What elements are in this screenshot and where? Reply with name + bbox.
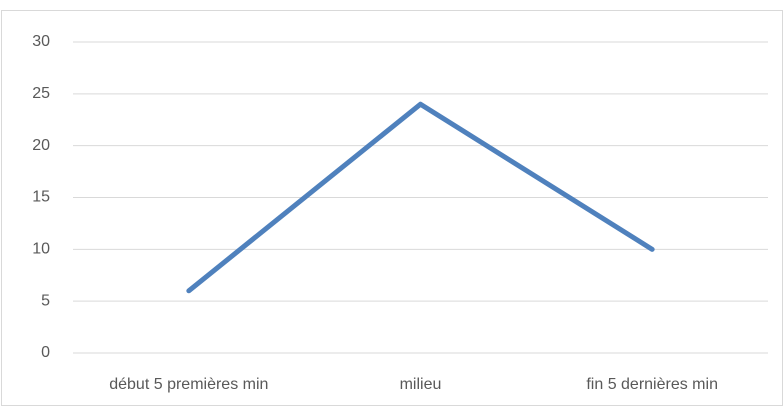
y-tick-label: 15: [32, 189, 50, 206]
x-tick-label: début 5 premières min: [109, 376, 268, 393]
y-tick-label: 10: [32, 241, 50, 258]
x-tick-label: fin 5 dernières min: [586, 376, 718, 393]
y-tick-label: 20: [32, 137, 50, 154]
y-tick-label: 5: [41, 292, 50, 309]
data-line: [186, 101, 655, 294]
y-tick-label: 0: [41, 344, 50, 361]
x-tick-label: milieu: [400, 376, 442, 393]
y-tick-label: 25: [32, 85, 50, 102]
y-tick-label: 30: [32, 33, 50, 50]
chart-frame: [1, 10, 783, 406]
